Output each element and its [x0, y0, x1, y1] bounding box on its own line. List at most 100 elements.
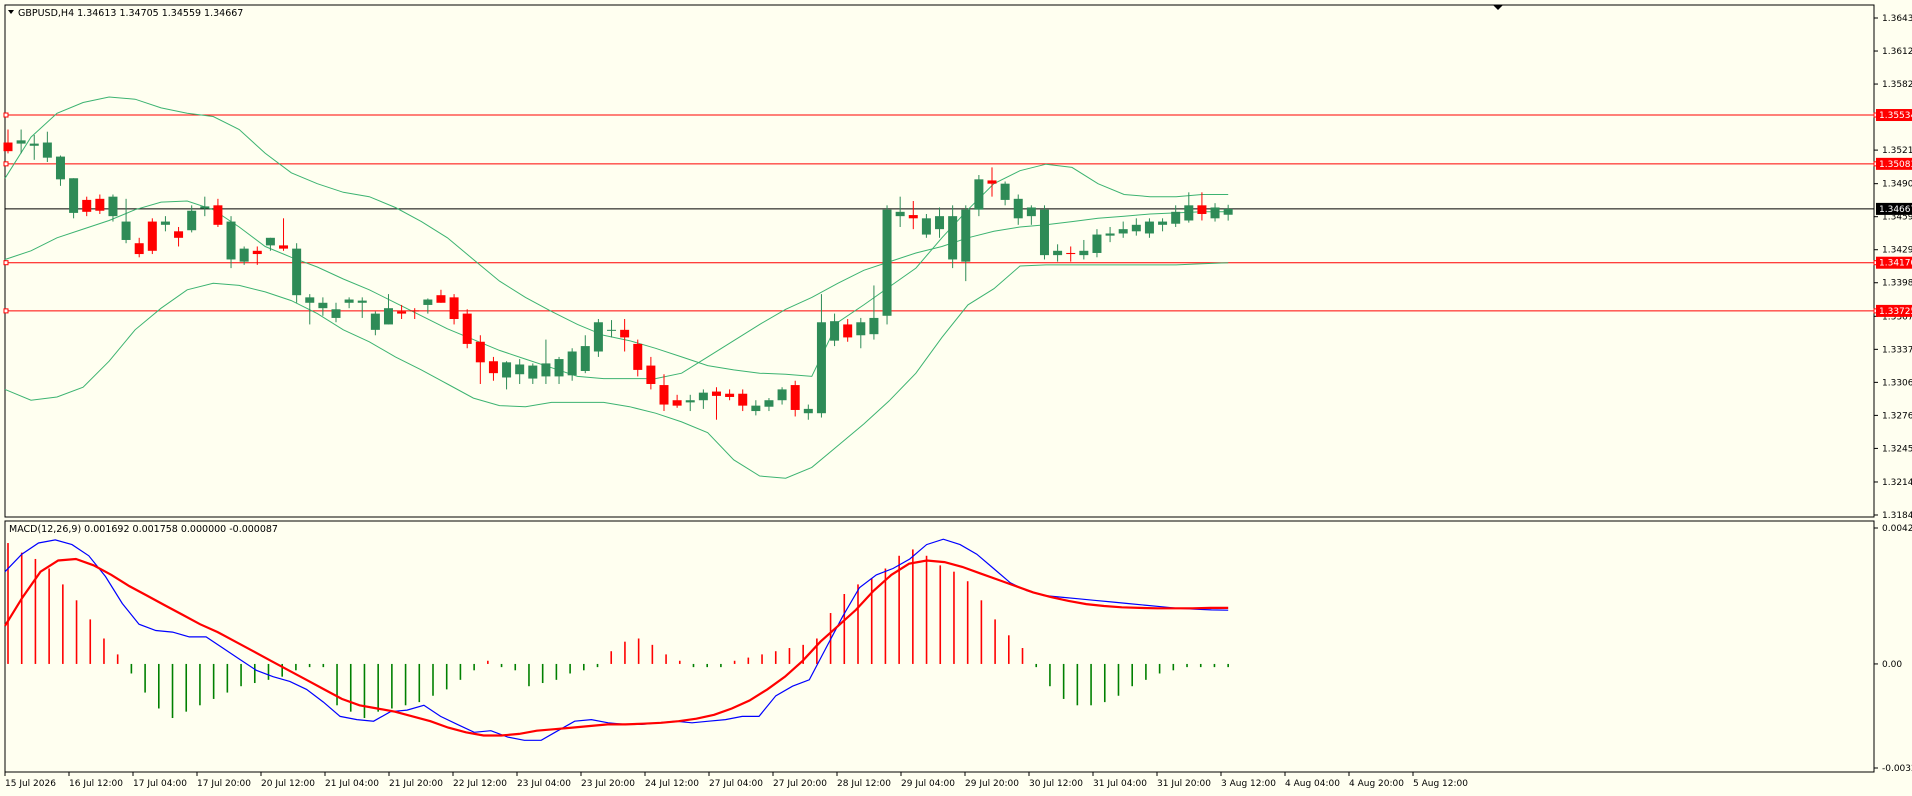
- candle-body: [397, 311, 407, 314]
- price-tick-label: 1.33985: [1882, 279, 1912, 289]
- candle: [620, 319, 630, 352]
- candle: [751, 400, 761, 416]
- candle: [292, 243, 302, 303]
- candle: [213, 198, 223, 227]
- horizontal-lines[interactable]: 1.35534 1.35083 1.34170 1.33725 1.34667: [3, 109, 1912, 317]
- price-tick-label: 1.33675: [1882, 312, 1912, 322]
- candle-body: [370, 313, 380, 330]
- candle: [711, 387, 721, 420]
- candle-body: [1158, 221, 1168, 225]
- candle: [423, 298, 433, 314]
- candle-body: [357, 300, 367, 303]
- time-tick-label: 3 Aug 12:00: [1221, 779, 1276, 789]
- candle: [108, 194, 118, 222]
- candle-body: [174, 231, 184, 238]
- time-tick-label: 16 Jul 12:00: [69, 779, 123, 789]
- time-tick-label: 30 Jul 12:00: [1029, 779, 1083, 789]
- candle-body: [1026, 207, 1036, 217]
- candle-body: [423, 299, 433, 305]
- line-handle[interactable]: [3, 161, 9, 167]
- candle-body: [567, 351, 577, 376]
- candle-body: [226, 221, 236, 260]
- candle: [1144, 218, 1154, 238]
- candle-body: [1144, 221, 1154, 234]
- candle: [1210, 203, 1220, 222]
- candle-body: [515, 364, 525, 375]
- candle: [1092, 229, 1102, 258]
- candle: [646, 356, 656, 390]
- hline-price-tag: [1876, 157, 1912, 170]
- macd-tick-label: 0.004273: [1882, 524, 1912, 534]
- candle-body: [961, 209, 971, 262]
- candle-body: [82, 199, 92, 212]
- candle: [1013, 194, 1023, 225]
- candle: [1039, 205, 1049, 260]
- candle: [528, 363, 538, 384]
- time-tick-label: 21 Jul 20:00: [389, 779, 443, 789]
- time-tick-label: 5 Aug 12:00: [1413, 779, 1468, 789]
- candle-body: [830, 321, 840, 341]
- candle: [554, 356, 564, 384]
- candle: [567, 348, 577, 381]
- candle-body: [790, 385, 800, 410]
- candle-body: [921, 218, 931, 235]
- candle: [882, 205, 892, 325]
- candle: [160, 216, 170, 232]
- candle-body: [751, 405, 761, 412]
- time-tick-label: 15 Jul 2026: [5, 779, 56, 789]
- candle-body: [908, 215, 918, 219]
- price-tick-label: 1.32455: [1882, 444, 1912, 454]
- candle: [1000, 181, 1010, 206]
- bollinger-bands: [4, 96, 1229, 479]
- candle: [777, 387, 787, 405]
- candle-body: [1210, 207, 1220, 219]
- candle-body: [1092, 234, 1102, 253]
- candle: [121, 198, 131, 244]
- price-tick-label: 1.35820: [1882, 80, 1912, 90]
- candle: [1079, 239, 1089, 260]
- line-handle[interactable]: [3, 112, 9, 118]
- price-tick-label: 1.34290: [1882, 246, 1912, 256]
- candle: [987, 167, 997, 197]
- candle-body: [121, 221, 131, 240]
- hline-price-tag: [1876, 304, 1912, 317]
- candle-body: [738, 393, 748, 406]
- candle: [593, 319, 603, 357]
- macd-tick-label: 0.00: [1882, 660, 1902, 670]
- line-handle[interactable]: [3, 308, 9, 314]
- candle: [633, 339, 643, 377]
- candle-body: [816, 322, 826, 414]
- candles: [3, 129, 1233, 420]
- dropdown-triangle-icon[interactable]: [8, 10, 14, 14]
- candle-body: [305, 297, 315, 303]
- candle: [948, 205, 958, 269]
- candle-body: [895, 211, 905, 217]
- macd-axis: 0.004273 0.00 -0.003271: [1874, 524, 1912, 774]
- candle: [42, 131, 52, 163]
- candle: [226, 216, 236, 269]
- hline-price-label: 1.35083: [1879, 160, 1912, 170]
- candle-body: [1105, 233, 1115, 236]
- price-tick-label: 1.36125: [1882, 47, 1912, 57]
- macd-panel-frame: [4, 520, 1875, 773]
- candle-body: [436, 295, 446, 303]
- candle-body: [279, 245, 289, 249]
- candle-body: [1039, 209, 1049, 256]
- candle: [816, 294, 826, 418]
- candle-body: [580, 346, 590, 371]
- candle-body: [16, 140, 26, 144]
- candle-body: [620, 329, 630, 338]
- candle: [82, 196, 92, 217]
- time-tick-label: 21 Jul 04:00: [325, 779, 379, 789]
- candle: [134, 237, 144, 258]
- time-tick-label: 20 Jul 12:00: [261, 779, 315, 789]
- line-handle[interactable]: [3, 260, 9, 266]
- candle: [725, 389, 735, 401]
- candle-body: [528, 365, 538, 379]
- time-tick-label: 4 Aug 20:00: [1349, 779, 1404, 789]
- candle: [488, 356, 498, 381]
- shift-marker-icon[interactable]: [1493, 5, 1503, 10]
- candle: [502, 361, 512, 390]
- candle-body: [213, 205, 223, 225]
